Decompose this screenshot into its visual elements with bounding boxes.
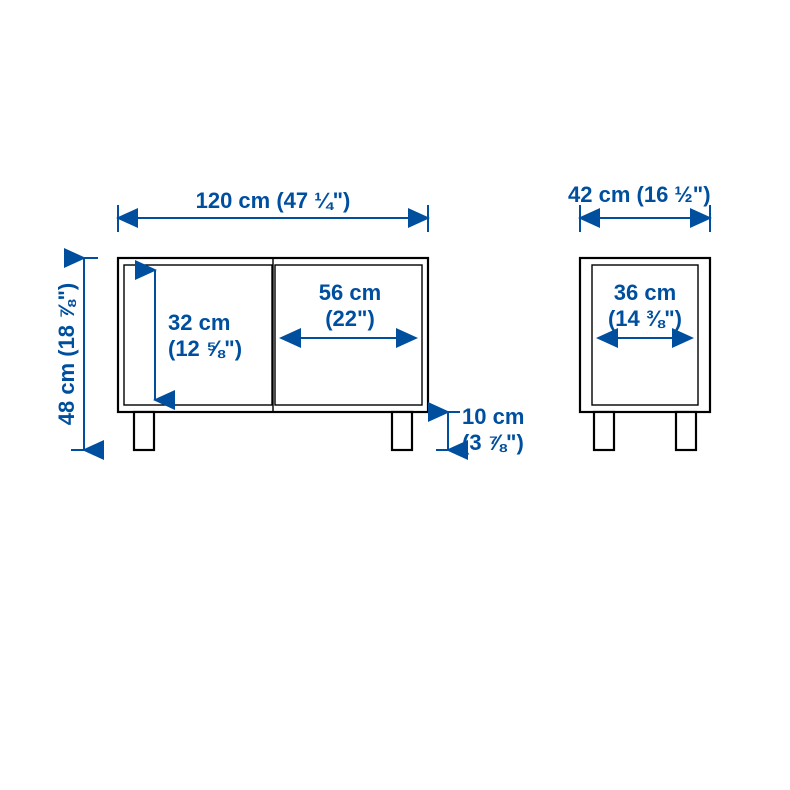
svg-text:36 cm: 36 cm xyxy=(614,280,676,305)
leg-side-right xyxy=(676,412,696,450)
dim-door-h-metric: 32 cm xyxy=(168,310,230,335)
door-left xyxy=(124,265,272,405)
svg-text:(14 ⅜"): (14 ⅜") xyxy=(608,306,682,331)
svg-text:120 cm (47 ¼"): 120 cm (47 ¼") xyxy=(196,188,351,213)
dim-leg-h-metric: 10 cm xyxy=(462,404,524,429)
leg-front-right xyxy=(392,412,412,450)
dim-side-w-imperial: (16 ½") xyxy=(637,182,711,207)
dim-side-w-metric: 42 cm xyxy=(568,182,630,207)
svg-text:56 cm: 56 cm xyxy=(319,280,381,305)
dim-overall-h-metric: 48 cm xyxy=(54,363,79,425)
front-view xyxy=(118,258,428,450)
svg-text:(12 ⅝"): (12 ⅝") xyxy=(168,336,242,361)
dim-side-inner-imperial: (14 ⅜") xyxy=(608,306,682,331)
dim-door-w-imperial: (22") xyxy=(325,306,375,331)
dim-door-w-metric: 56 cm xyxy=(319,280,381,305)
svg-text:42 cm (16 ½"): 42 cm (16 ½") xyxy=(568,182,711,207)
dim-overall-h-imperial: (18 ⅞") xyxy=(54,283,79,357)
svg-text:32 cm: 32 cm xyxy=(168,310,230,335)
dim-leg-h: 10 cm (3 ⅞") xyxy=(436,404,524,455)
leg-side-left xyxy=(594,412,614,450)
dimension-diagram: 120 cm (47 ¼") 48 cm (18 ⅞") 32 cm (12 ⅝… xyxy=(0,0,790,790)
dim-leg-h-imperial: (3 ⅞") xyxy=(462,430,524,455)
svg-text:(3 ⅞"): (3 ⅞") xyxy=(462,430,524,455)
dim-overall-w-metric: 120 cm xyxy=(196,188,271,213)
dim-side-inner-metric: 36 cm xyxy=(614,280,676,305)
dim-overall-w: 120 cm (47 ¼") xyxy=(118,188,428,232)
svg-text:(22"): (22") xyxy=(325,306,375,331)
dim-overall-w-imperial: (47 ¼") xyxy=(276,188,350,213)
svg-text:48 cm (18 ⅞"): 48 cm (18 ⅞") xyxy=(54,283,79,426)
leg-front-left xyxy=(134,412,154,450)
svg-text:10 cm: 10 cm xyxy=(462,404,524,429)
dim-door-h-imperial: (12 ⅝") xyxy=(168,336,242,361)
dim-side-overall-w: 42 cm (16 ½") xyxy=(568,182,711,232)
dim-overall-h: 48 cm (18 ⅞") xyxy=(54,258,98,450)
